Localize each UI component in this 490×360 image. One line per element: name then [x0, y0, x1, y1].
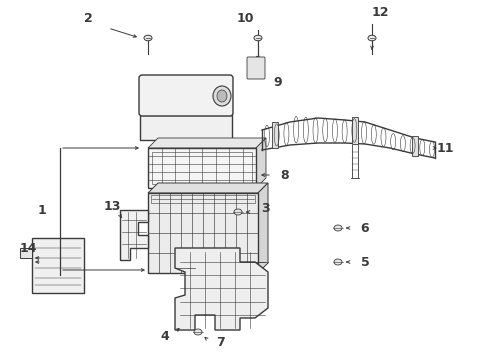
Polygon shape — [156, 118, 160, 136]
Text: 13: 13 — [103, 199, 121, 212]
Text: 9: 9 — [274, 76, 282, 89]
Text: 6: 6 — [361, 221, 369, 234]
Ellipse shape — [234, 209, 242, 215]
Ellipse shape — [254, 35, 262, 41]
Polygon shape — [148, 138, 266, 148]
Bar — [140, 115, 232, 140]
Text: 2: 2 — [84, 12, 93, 24]
Ellipse shape — [368, 35, 376, 41]
Polygon shape — [258, 183, 268, 273]
FancyBboxPatch shape — [247, 57, 265, 79]
Ellipse shape — [144, 35, 152, 41]
Text: 12: 12 — [371, 5, 389, 18]
Polygon shape — [168, 118, 172, 136]
Bar — [148, 148, 256, 188]
Polygon shape — [148, 183, 268, 193]
Bar — [32, 238, 84, 293]
Text: 7: 7 — [216, 336, 224, 348]
Polygon shape — [204, 118, 208, 136]
Bar — [272, 122, 278, 148]
Polygon shape — [192, 118, 196, 136]
Text: 11: 11 — [436, 141, 454, 154]
Polygon shape — [20, 248, 32, 258]
Bar — [151, 195, 255, 203]
Polygon shape — [216, 118, 220, 136]
Polygon shape — [120, 210, 148, 260]
Bar — [148, 193, 258, 273]
Text: 4: 4 — [161, 329, 170, 342]
Text: 5: 5 — [361, 256, 369, 269]
Bar — [140, 110, 232, 118]
Ellipse shape — [334, 259, 342, 265]
Text: 1: 1 — [38, 203, 47, 216]
Ellipse shape — [213, 86, 231, 106]
Ellipse shape — [334, 225, 342, 231]
Polygon shape — [180, 118, 184, 136]
Polygon shape — [175, 248, 268, 330]
Ellipse shape — [194, 329, 202, 335]
FancyBboxPatch shape — [139, 75, 233, 116]
Bar — [152, 152, 252, 184]
Bar — [352, 117, 358, 144]
Bar — [412, 136, 418, 156]
Text: 10: 10 — [236, 12, 254, 24]
Polygon shape — [144, 118, 148, 136]
Polygon shape — [256, 138, 266, 188]
Text: 14: 14 — [19, 242, 37, 255]
Ellipse shape — [217, 90, 227, 102]
Text: 8: 8 — [281, 168, 289, 181]
Text: 3: 3 — [261, 202, 270, 215]
